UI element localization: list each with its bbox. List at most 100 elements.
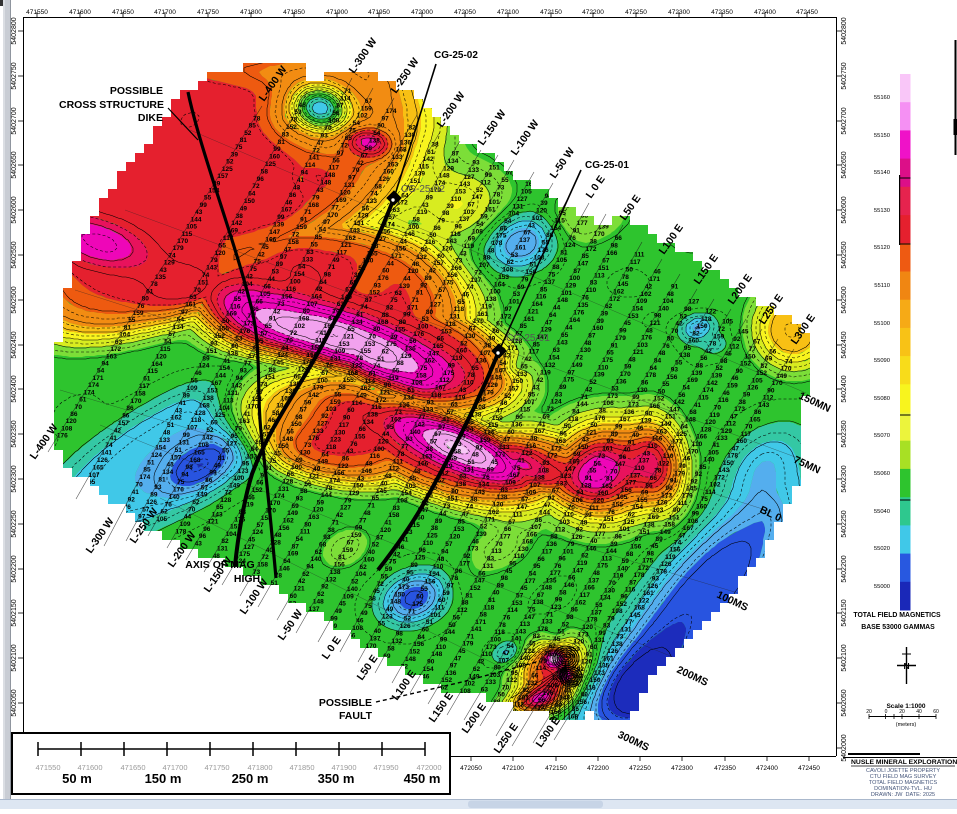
svg-text:69: 69	[517, 284, 525, 291]
svg-text:172: 172	[376, 397, 387, 404]
svg-text:151: 151	[265, 374, 276, 381]
svg-text:172: 172	[547, 453, 558, 460]
svg-text:133: 133	[542, 619, 553, 626]
svg-text:136: 136	[476, 358, 487, 365]
svg-text:5402750: 5402750	[11, 62, 18, 89]
svg-text:38: 38	[369, 596, 377, 603]
svg-text:5402450: 5402450	[11, 331, 18, 358]
svg-text:118: 118	[431, 392, 442, 399]
svg-text:170: 170	[131, 398, 142, 405]
svg-text:120: 120	[536, 208, 547, 215]
svg-text:162: 162	[360, 385, 371, 392]
svg-text:5402550: 5402550	[841, 241, 848, 268]
svg-text:155: 155	[637, 497, 648, 504]
svg-text:162: 162	[424, 358, 435, 365]
svg-text:41: 41	[694, 402, 702, 409]
svg-text:112: 112	[763, 395, 774, 402]
svg-text:81: 81	[356, 312, 364, 319]
svg-text:125: 125	[427, 533, 438, 540]
svg-text:165: 165	[750, 416, 761, 423]
svg-text:170: 170	[620, 371, 631, 378]
svg-text:87: 87	[336, 103, 344, 110]
svg-text:141: 141	[511, 636, 522, 643]
svg-text:160: 160	[383, 169, 394, 176]
svg-text:171: 171	[407, 304, 418, 311]
svg-text:67: 67	[365, 98, 373, 105]
svg-text:156: 156	[630, 544, 641, 551]
svg-text:170: 170	[687, 448, 698, 455]
svg-text:5402700: 5402700	[11, 107, 18, 134]
svg-text:151: 151	[665, 414, 676, 421]
svg-text:136: 136	[405, 346, 416, 353]
svg-text:151: 151	[198, 279, 209, 286]
svg-text:54: 54	[504, 218, 512, 225]
svg-text:85: 85	[315, 234, 323, 241]
svg-text:157: 157	[508, 386, 519, 393]
svg-text:350 m: 350 m	[318, 771, 355, 786]
svg-text:159: 159	[351, 532, 362, 539]
svg-text:129: 129	[349, 490, 360, 497]
svg-text:100: 100	[490, 289, 501, 296]
svg-text:51: 51	[147, 459, 155, 466]
svg-text:55130: 55130	[874, 208, 890, 214]
svg-text:110: 110	[598, 364, 609, 371]
svg-text:5402650: 5402650	[11, 151, 18, 178]
svg-text:98: 98	[720, 358, 728, 365]
svg-text:113: 113	[499, 444, 510, 451]
svg-text:141: 141	[101, 450, 112, 457]
svg-text:131: 131	[217, 546, 228, 553]
svg-text:471650: 471650	[120, 763, 145, 772]
svg-text:110: 110	[423, 540, 434, 547]
svg-text:169: 169	[648, 514, 659, 521]
svg-text:179: 179	[173, 245, 184, 252]
svg-text:155: 155	[395, 326, 406, 333]
svg-text:48: 48	[413, 468, 421, 475]
svg-text:136: 136	[616, 378, 627, 385]
svg-text:119: 119	[481, 303, 492, 310]
svg-text:76: 76	[483, 474, 491, 481]
svg-text:169: 169	[336, 197, 347, 204]
svg-text:179: 179	[483, 389, 494, 396]
svg-text:127: 127	[430, 302, 441, 309]
svg-text:154: 154	[632, 504, 643, 511]
svg-text:129: 129	[721, 428, 732, 435]
svg-text:175: 175	[239, 551, 250, 558]
svg-text:133: 133	[366, 198, 377, 205]
svg-text:108: 108	[61, 425, 72, 432]
svg-text:112: 112	[555, 526, 566, 533]
svg-text:104: 104	[119, 332, 130, 339]
svg-text:62: 62	[605, 303, 613, 310]
svg-text:149: 149	[317, 459, 328, 466]
svg-text:112: 112	[389, 466, 400, 473]
svg-text:73: 73	[277, 301, 285, 308]
svg-text:101: 101	[532, 215, 543, 222]
svg-text:159: 159	[330, 399, 341, 406]
svg-text:70: 70	[136, 482, 144, 489]
svg-text:176: 176	[594, 415, 605, 422]
svg-text:121: 121	[528, 308, 539, 315]
svg-text:137: 137	[459, 216, 470, 223]
svg-text:472100: 472100	[502, 765, 524, 772]
svg-text:133: 133	[516, 371, 527, 378]
svg-text:86: 86	[492, 328, 500, 335]
svg-text:133: 133	[302, 256, 313, 263]
svg-text:170: 170	[594, 231, 605, 238]
svg-text:161: 161	[515, 244, 526, 251]
svg-text:138: 138	[330, 569, 341, 576]
svg-text:174: 174	[139, 474, 150, 481]
svg-text:150: 150	[590, 677, 601, 684]
svg-text:155: 155	[355, 434, 366, 441]
svg-text:138: 138	[369, 138, 380, 145]
svg-text:118: 118	[701, 316, 712, 323]
svg-text:116: 116	[230, 303, 241, 310]
svg-text:173: 173	[398, 584, 409, 591]
svg-text:162: 162	[283, 518, 294, 525]
svg-text:101: 101	[561, 290, 572, 297]
svg-text:147: 147	[269, 229, 280, 236]
svg-text:125: 125	[215, 412, 226, 419]
svg-text:155: 155	[218, 326, 229, 333]
svg-text:44: 44	[387, 260, 395, 267]
svg-text:122: 122	[524, 648, 535, 655]
svg-text:167: 167	[619, 416, 630, 423]
svg-text:472350: 472350	[714, 765, 736, 772]
